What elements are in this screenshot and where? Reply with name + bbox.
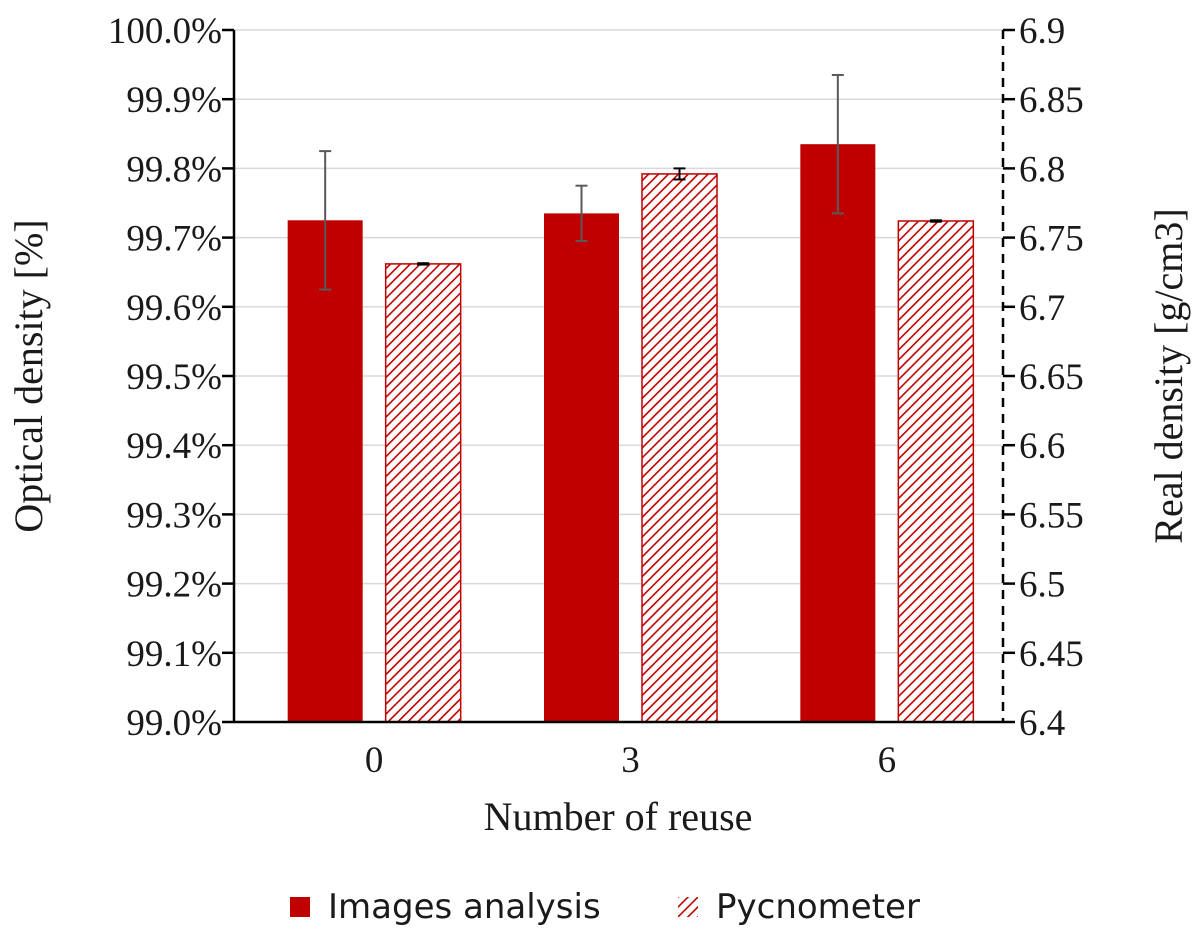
bar-pycnometer <box>897 220 975 723</box>
y-tick-label: 99.2% <box>126 565 222 606</box>
y2-tick-label: 6.8 <box>1019 149 1065 190</box>
y-tick-label: 99.8% <box>126 149 222 190</box>
error-bars <box>319 73 942 291</box>
bar-images-analysis <box>800 144 876 722</box>
legend-label-pycnometer: Pycnometer <box>716 887 920 927</box>
y-tick-label: 99.5% <box>126 357 222 398</box>
y-tick-label: 99.4% <box>126 426 222 467</box>
legend-label-images-analysis: Images analysis <box>328 887 601 927</box>
y-tick-label: 99.9% <box>126 80 222 121</box>
bar-images-analysis <box>287 220 363 723</box>
y2-tick-label: 6.85 <box>1019 80 1084 121</box>
y-axis-label: Optical density [%] <box>6 219 51 532</box>
x-tick-label: 0 <box>365 740 384 781</box>
tick-labels: 99.0% 6.4 99.1% 6.45 99.2% 6.5 99.3% 6.55 99.4% 6… <box>108 11 1084 781</box>
x-axis-label: Number of reuse <box>484 794 753 839</box>
legend: Images analysis Pycnometer <box>290 887 920 927</box>
legend-item-images-analysis: Images analysis <box>290 887 601 927</box>
y2-tick-label: 6.6 <box>1019 426 1065 467</box>
y-tick-label: 100.0% <box>108 11 222 52</box>
y2-tick-label: 6.7 <box>1019 288 1065 329</box>
y2-tick-label: 6.45 <box>1019 634 1084 675</box>
y2-axis-label: Real density [g/cm3] <box>1146 208 1191 543</box>
y2-tick-label: 6.4 <box>1019 703 1065 744</box>
y-tick-label: 99.1% <box>126 634 222 675</box>
y-tick-label: 99.6% <box>126 288 222 329</box>
legend-item-pycnometer: Pycnometer <box>678 887 920 927</box>
y2-tick-label: 6.5 <box>1019 565 1065 606</box>
bar-images-analysis <box>544 213 619 722</box>
legend-swatch-pycnometer <box>678 897 698 917</box>
y2-tick-label: 6.65 <box>1019 357 1084 398</box>
bar-pycnometer <box>641 173 718 723</box>
y2-tick-label: 6.55 <box>1019 495 1084 536</box>
bar-pycnometer <box>384 263 462 723</box>
y-tick-label: 99.7% <box>126 219 222 260</box>
x-tick-label: 6 <box>878 740 897 781</box>
y-tick-label: 99.3% <box>126 495 222 536</box>
x-tick-label: 3 <box>621 740 640 781</box>
y2-tick-label: 6.75 <box>1019 219 1084 260</box>
bars <box>287 144 975 723</box>
ticks <box>222 28 1015 724</box>
y2-tick-label: 6.9 <box>1019 11 1065 52</box>
y-tick-label: 99.0% <box>126 703 222 744</box>
legend-swatch-images-analysis <box>290 897 310 917</box>
